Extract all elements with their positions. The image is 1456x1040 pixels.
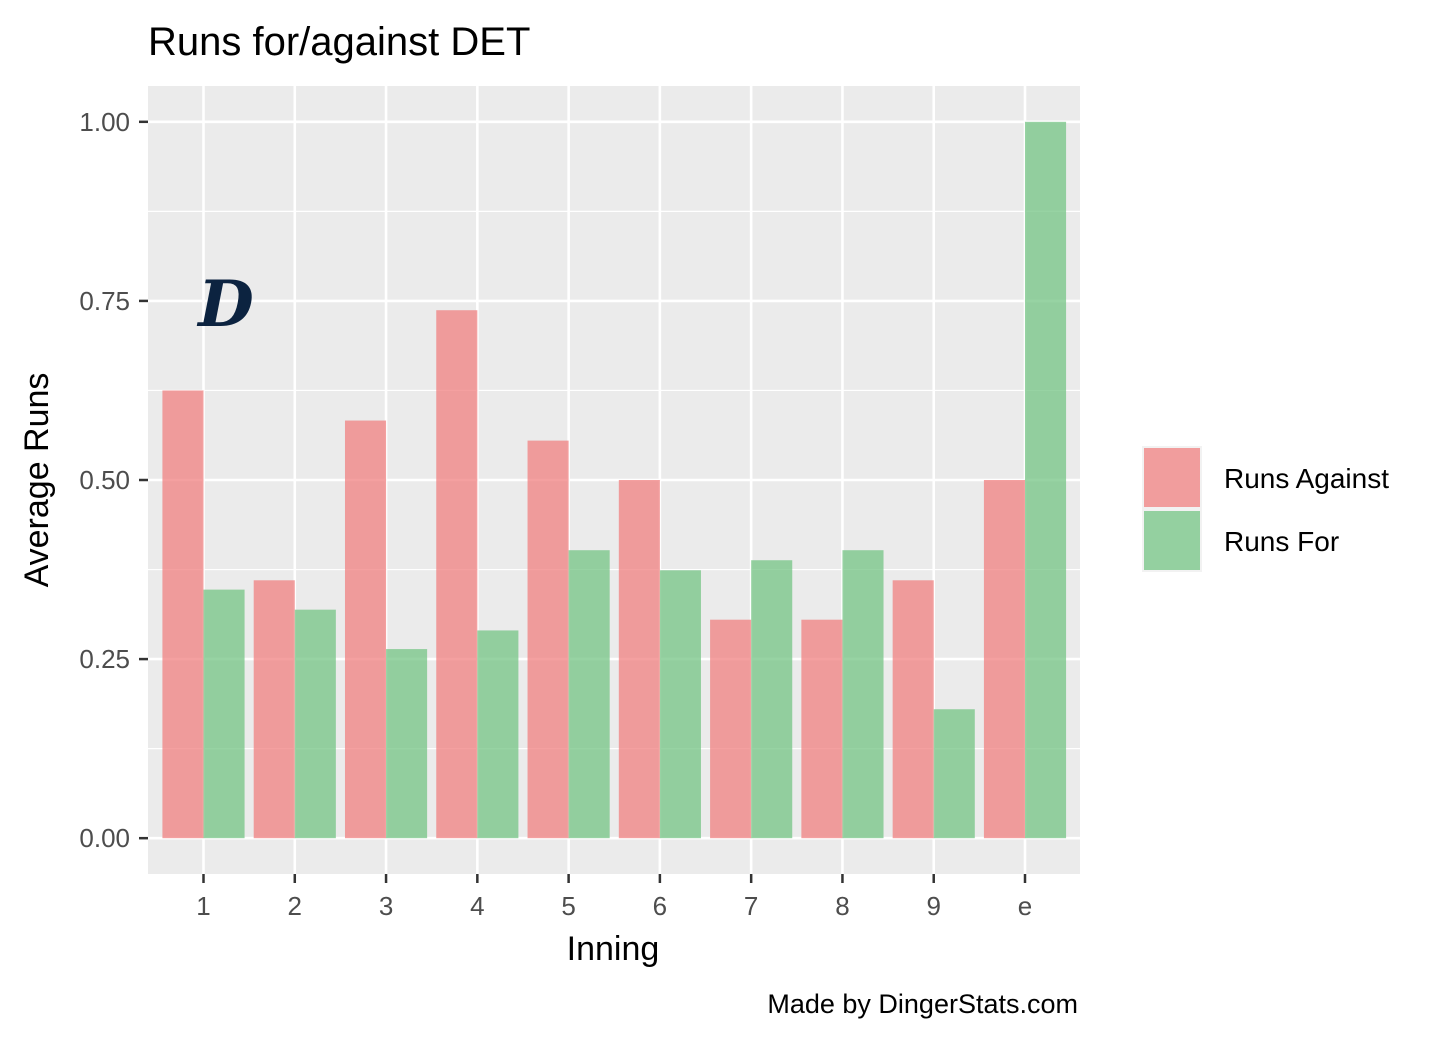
legend-swatch	[1144, 511, 1200, 570]
x-tick-label: 2	[288, 891, 302, 921]
y-tick-label: 0.50	[79, 465, 130, 495]
y-tick-label: 0.00	[79, 823, 130, 853]
x-tick-label: 4	[470, 891, 484, 921]
bar-runs-for	[751, 560, 793, 839]
detroit-logo-glyph: D	[196, 267, 254, 342]
bar-runs-against	[801, 619, 843, 839]
chart-title: Runs for/against DET	[148, 20, 530, 64]
bar-runs-against	[892, 580, 934, 839]
x-tick-label: e	[1018, 891, 1032, 921]
bar-runs-against	[253, 580, 295, 839]
x-tick-label: 7	[744, 891, 758, 921]
legend-swatch	[1144, 448, 1200, 507]
x-tick-label: 6	[653, 891, 667, 921]
x-tick-label: 8	[835, 891, 849, 921]
bar-runs-for	[568, 550, 610, 839]
bar-runs-for	[659, 570, 701, 839]
y-tick-label: 0.75	[79, 286, 130, 316]
bar-runs-for	[477, 630, 519, 839]
bar-runs-against	[710, 619, 752, 839]
x-tick-label: 1	[196, 891, 210, 921]
bar-runs-against	[983, 480, 1025, 839]
bar-runs-for	[933, 709, 975, 839]
bars	[162, 121, 1067, 839]
bar-runs-against	[162, 390, 204, 839]
x-tick-label: 9	[926, 891, 940, 921]
y-tick-label: 1.00	[79, 107, 130, 137]
x-tick-label: 3	[379, 891, 393, 921]
detroit-logo-icon: D	[196, 267, 254, 342]
bar-runs-against	[527, 440, 569, 839]
bar-runs-against	[436, 310, 478, 839]
bar-runs-against	[618, 480, 660, 839]
y-tick-label: 0.25	[79, 644, 130, 674]
legend-label: Runs For	[1224, 526, 1339, 557]
x-axis: 1 2 3 4 5 6 7 8 9 e	[196, 874, 1032, 921]
x-axis-title: Inning	[567, 930, 660, 968]
y-axis-title: Average Runs	[18, 373, 56, 588]
bar-runs-for	[1025, 121, 1067, 839]
caption: Made by DingerStats.com	[767, 989, 1078, 1019]
legend: Runs Against Runs For	[1142, 446, 1389, 572]
bar-runs-for	[386, 649, 428, 839]
legend-label: Runs Against	[1224, 463, 1389, 494]
bar-runs-for	[294, 609, 336, 839]
x-tick-label: 5	[561, 891, 575, 921]
y-axis: 0.00 0.25 0.50 0.75 1.00	[79, 107, 148, 853]
bar-runs-against	[344, 420, 387, 839]
bar-runs-for	[842, 550, 884, 839]
bar-runs-for	[203, 589, 245, 839]
